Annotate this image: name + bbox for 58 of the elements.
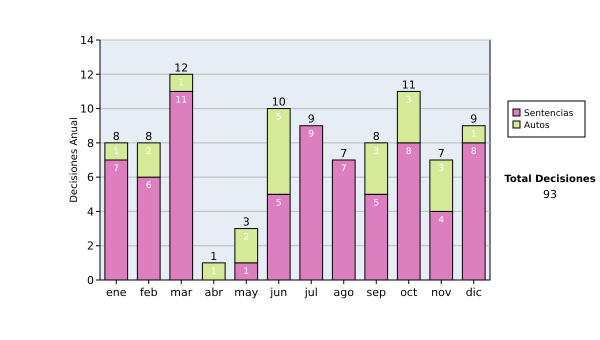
x-tick-label: feb <box>140 286 158 299</box>
data-label: 3 <box>406 95 412 106</box>
total-label: 8 <box>372 130 380 143</box>
data-label: 11 <box>176 95 187 106</box>
x-tick-label: jun <box>269 286 288 299</box>
total-label: 9 <box>470 112 478 126</box>
x-tick-label: may <box>234 286 259 299</box>
data-label: 2 <box>146 146 152 157</box>
data-label: 6 <box>146 181 152 192</box>
data-label: 1 <box>113 146 120 157</box>
x-tick-label: ago <box>334 286 354 299</box>
data-label: 8 <box>470 146 477 157</box>
x-tick-label: ene <box>106 286 127 299</box>
x-tick-label: jul <box>304 286 318 299</box>
y-tick-label: 8 <box>87 136 94 150</box>
y-tick-label: 4 <box>87 205 94 218</box>
y-tick-label: 14 <box>80 34 94 47</box>
x-tick-label: abr <box>204 286 224 299</box>
x-tick-label: nov <box>431 286 452 299</box>
legend-label: Sentencias <box>524 109 574 119</box>
y-tick-label: 12 <box>80 68 94 82</box>
total-label: 7 <box>438 147 445 160</box>
data-label: 7 <box>113 164 120 174</box>
total-label: 1 <box>210 250 218 263</box>
y-tick-label: 2 <box>87 240 94 253</box>
data-label: 1 <box>243 266 250 277</box>
data-label: 3 <box>438 164 444 174</box>
x-tick-label: dic <box>466 286 482 299</box>
x-tick-label: oct <box>400 286 418 299</box>
x-tick-label: sep <box>366 286 386 299</box>
data-label: 4 <box>438 215 444 226</box>
y-tick-label: 10 <box>80 102 94 116</box>
data-label: 7 <box>340 164 347 174</box>
total-label: 11 <box>402 78 416 92</box>
total-label: 10 <box>272 96 286 109</box>
total-label: 7 <box>340 147 348 160</box>
data-label: 9 <box>308 130 314 140</box>
data-label: 1 <box>470 130 477 140</box>
data-label: 3 <box>373 146 380 157</box>
data-label: 5 <box>276 112 282 123</box>
total-label: 12 <box>174 61 188 74</box>
total-label: 3 <box>242 216 250 229</box>
y-tick-label: 0 <box>87 274 94 287</box>
text: Total Decisiones <box>504 174 596 185</box>
total-label: 8 <box>145 130 152 143</box>
legend-label: Autos <box>524 121 550 131</box>
data-label: 8 <box>406 146 412 157</box>
data-label: 1 <box>210 266 217 277</box>
data-label: 5 <box>373 198 380 208</box>
text: 93 <box>543 188 557 201</box>
y-tick-label: 6 <box>87 171 94 184</box>
data-label: 2 <box>243 232 250 243</box>
data-label: 5 <box>276 198 282 208</box>
total-label: 9 <box>308 112 315 126</box>
total-label: 8 <box>112 130 120 143</box>
x-tick-label: mar <box>170 286 193 299</box>
data-label: 1 <box>178 78 184 88</box>
y-axis-title: Decisiones Anual <box>69 117 80 203</box>
